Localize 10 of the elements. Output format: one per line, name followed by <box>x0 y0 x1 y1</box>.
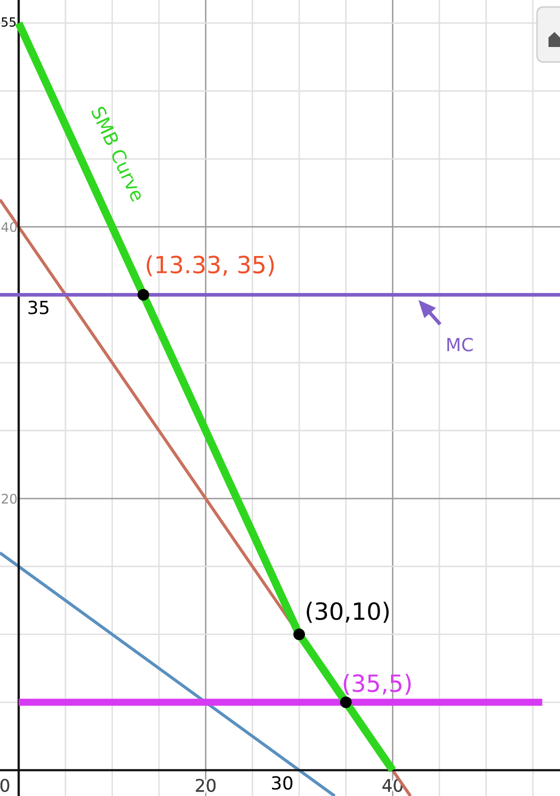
annotation: 55 <box>2 17 16 27</box>
annotation: 35 <box>28 300 48 314</box>
legend-label: MC <box>447 338 473 352</box>
x-tick-label: 20 <box>196 778 216 792</box>
x-tick-label: 0 <box>0 778 10 792</box>
annotation: (30,10) <box>306 602 389 623</box>
annotation: (35,5) <box>344 674 411 695</box>
annotation: (13.33, 35) <box>146 255 274 276</box>
annotation: 30 <box>272 776 292 790</box>
text: SMB Curve <box>90 106 146 202</box>
